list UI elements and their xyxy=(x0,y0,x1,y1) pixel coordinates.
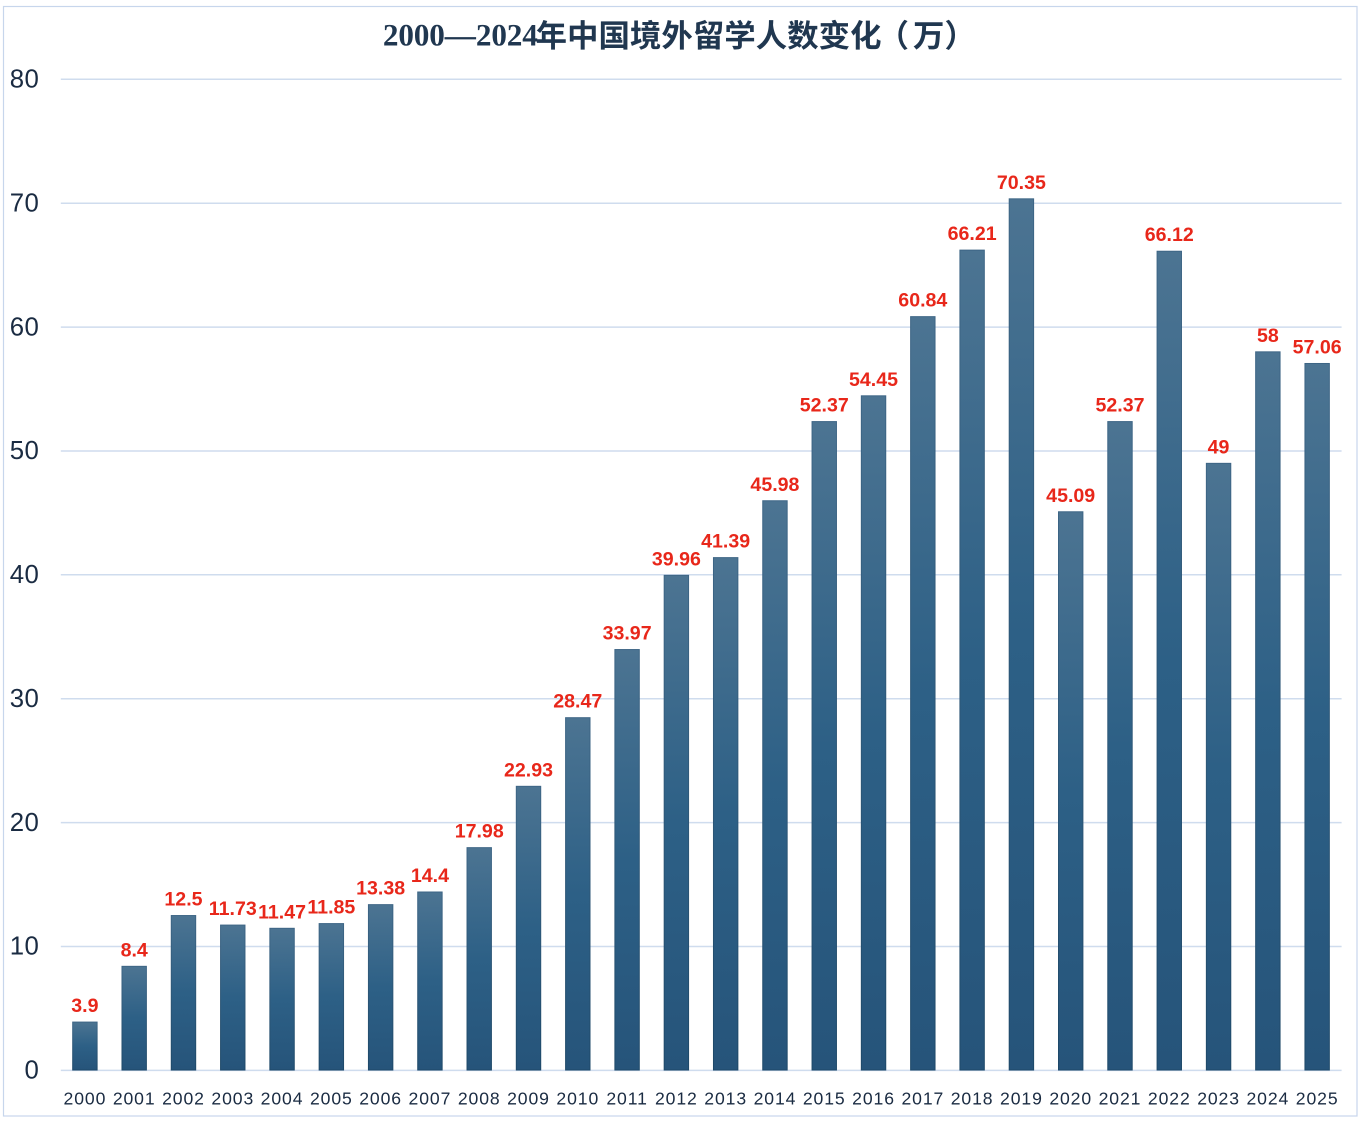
svg-text:2012: 2012 xyxy=(655,1089,698,1109)
svg-text:52.37: 52.37 xyxy=(1095,395,1144,417)
svg-text:58: 58 xyxy=(1257,325,1279,347)
svg-text:17.98: 17.98 xyxy=(455,821,504,843)
svg-text:2011: 2011 xyxy=(606,1089,647,1109)
svg-text:2013: 2013 xyxy=(704,1089,747,1109)
svg-text:28.47: 28.47 xyxy=(553,691,602,713)
svg-text:2001: 2001 xyxy=(113,1089,156,1109)
svg-text:2015: 2015 xyxy=(803,1089,846,1109)
svg-text:2003: 2003 xyxy=(211,1089,254,1109)
svg-text:66.12: 66.12 xyxy=(1145,224,1194,246)
svg-text:40: 40 xyxy=(10,561,40,589)
svg-text:45.98: 45.98 xyxy=(750,474,799,496)
svg-text:2021: 2021 xyxy=(1099,1089,1142,1109)
svg-text:41.39: 41.39 xyxy=(701,531,750,553)
svg-text:49: 49 xyxy=(1208,436,1230,458)
svg-text:30: 30 xyxy=(10,685,40,713)
svg-text:8.4: 8.4 xyxy=(121,939,148,961)
svg-text:2009: 2009 xyxy=(507,1089,550,1109)
svg-text:2014: 2014 xyxy=(754,1089,797,1109)
svg-text:14.4: 14.4 xyxy=(411,865,449,887)
svg-text:10: 10 xyxy=(10,933,40,961)
svg-text:2000: 2000 xyxy=(64,1089,107,1109)
svg-text:12.5: 12.5 xyxy=(164,889,202,911)
svg-text:57.06: 57.06 xyxy=(1293,336,1342,358)
svg-text:2024: 2024 xyxy=(1246,1089,1289,1109)
svg-text:11.85: 11.85 xyxy=(307,897,355,919)
svg-text:20: 20 xyxy=(10,809,40,837)
svg-text:33.97: 33.97 xyxy=(603,623,652,645)
svg-text:2017: 2017 xyxy=(901,1089,944,1109)
svg-text:2004: 2004 xyxy=(261,1089,304,1109)
svg-text:60: 60 xyxy=(10,313,40,341)
svg-text:70: 70 xyxy=(10,189,40,217)
svg-text:2025: 2025 xyxy=(1296,1089,1339,1109)
svg-text:2007: 2007 xyxy=(409,1089,452,1109)
svg-text:0: 0 xyxy=(25,1057,40,1085)
svg-text:45.09: 45.09 xyxy=(1046,485,1095,507)
svg-text:11.47: 11.47 xyxy=(258,901,306,923)
svg-text:2023: 2023 xyxy=(1197,1089,1240,1109)
svg-text:2018: 2018 xyxy=(951,1089,994,1109)
svg-text:2002: 2002 xyxy=(162,1089,205,1109)
svg-text:2008: 2008 xyxy=(458,1089,501,1109)
svg-text:2016: 2016 xyxy=(852,1089,895,1109)
svg-text:2005: 2005 xyxy=(310,1089,353,1109)
svg-text:11.73: 11.73 xyxy=(209,898,257,920)
svg-text:60.84: 60.84 xyxy=(898,290,947,312)
svg-text:2006: 2006 xyxy=(359,1089,402,1109)
svg-text:80: 80 xyxy=(10,66,40,94)
svg-text:70.35: 70.35 xyxy=(997,172,1046,194)
svg-text:66.21: 66.21 xyxy=(948,223,997,245)
svg-text:54.45: 54.45 xyxy=(849,369,898,391)
svg-text:22.93: 22.93 xyxy=(504,759,553,781)
svg-text:39.96: 39.96 xyxy=(652,548,701,570)
svg-text:2010: 2010 xyxy=(556,1089,599,1109)
svg-text:52.37: 52.37 xyxy=(800,395,849,417)
svg-text:2020: 2020 xyxy=(1049,1089,1092,1109)
svg-text:13.38: 13.38 xyxy=(356,878,405,900)
svg-text:50: 50 xyxy=(10,437,40,465)
svg-text:2022: 2022 xyxy=(1148,1089,1191,1109)
svg-text:3.9: 3.9 xyxy=(71,995,98,1017)
svg-text:2019: 2019 xyxy=(1000,1089,1043,1109)
